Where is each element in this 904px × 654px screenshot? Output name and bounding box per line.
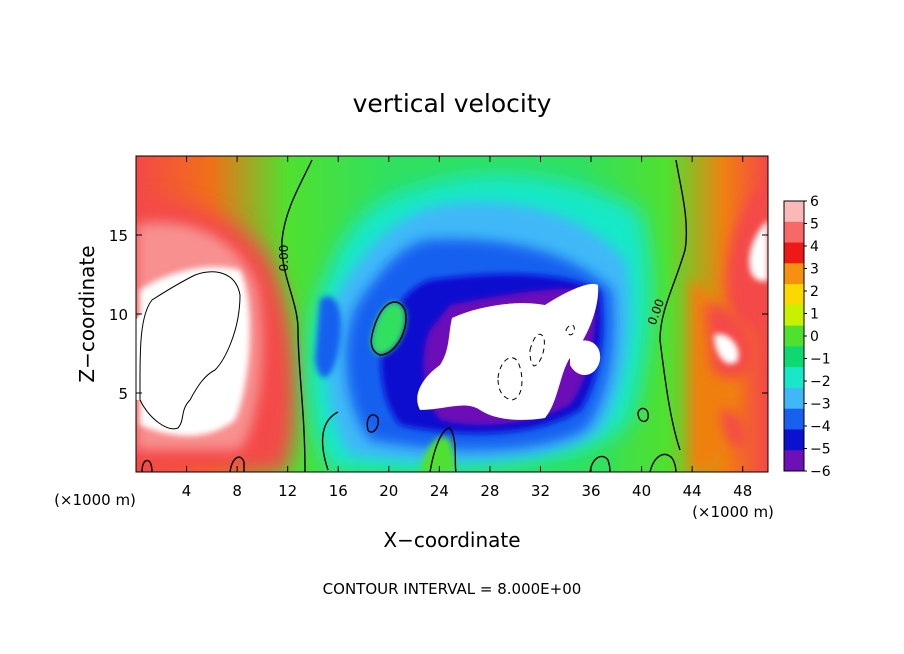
- x-tick-label: 44: [683, 482, 702, 500]
- colorbar-tick-label: 1: [810, 307, 819, 323]
- colorbar-tick-label: 3: [810, 262, 819, 278]
- colorbar-tick-label: 6: [810, 194, 819, 210]
- colorbar-swatch: [784, 304, 804, 327]
- colorbar-swatch: [784, 450, 804, 472]
- colorbar-swatch: [784, 408, 804, 430]
- colorbar: 6 5 4 3 2 1 0 −1 −2 −3 −4 −5 −6: [783, 194, 831, 480]
- colorbar-swatch: [784, 367, 804, 389]
- colorbar-tick-label: −5: [810, 442, 831, 458]
- y-tick-label: 10: [109, 306, 128, 324]
- contour-label-left: 0.00: [277, 245, 291, 272]
- downdraft-region: [307, 174, 651, 471]
- colorbar-swatch: [784, 325, 804, 347]
- x-tick-label: 24: [430, 482, 449, 500]
- y-tick-label: 5: [118, 385, 128, 403]
- colorbar-tick-label: 2: [810, 284, 819, 300]
- colorbar-swatch: [784, 242, 804, 264]
- x-tick-label: 8: [232, 482, 242, 500]
- colorbar-swatch: [784, 284, 804, 306]
- x-tick-label: 32: [531, 482, 550, 500]
- bottom-pockets: [420, 436, 615, 472]
- colorbar-tick-label: −2: [810, 374, 831, 390]
- y-tick-label: 15: [109, 227, 128, 245]
- heatmap-field: 0.00 0.00: [136, 156, 768, 472]
- chart-title: vertical velocity: [353, 89, 552, 118]
- contour-lines: [139, 159, 688, 472]
- x-axis-unit-right: (×1000 m): [692, 503, 774, 521]
- contour-interval-label: CONTOUR INTERVAL = 8.000E+00: [323, 580, 582, 598]
- colorbar-tick-label: 0: [810, 329, 819, 345]
- colorbar-tick-label: −4: [810, 419, 831, 435]
- colorbar-tick-label: 5: [810, 217, 819, 233]
- left-updraft-region: [136, 199, 297, 472]
- x-tick-label: 20: [379, 482, 398, 500]
- colorbar-swatch: [784, 387, 804, 410]
- y-axis-title: Z−coordinate: [75, 245, 99, 382]
- x-tick-label: 16: [329, 482, 348, 500]
- colorbar-tick-label: 4: [810, 239, 819, 255]
- right-updraft-region: [690, 180, 768, 472]
- x-tick-label: 48: [733, 482, 752, 500]
- x-tick-label: 28: [480, 482, 499, 500]
- y-axis-ticks: 5 10 15: [109, 227, 768, 403]
- colorbar-tick-label: −3: [810, 397, 831, 413]
- colorbar-swatch: [784, 221, 804, 244]
- x-tick-label: 4: [182, 482, 192, 500]
- x-tick-label: 36: [581, 482, 600, 500]
- colorbar-tick-label: −6: [810, 464, 831, 480]
- x-axis-title: X−coordinate: [383, 528, 520, 552]
- dashed-contours: [497, 324, 575, 401]
- colorbar-swatch: [784, 201, 804, 223]
- colorbar-swatch: [784, 429, 804, 451]
- colorbar-tick-label: −1: [810, 352, 831, 368]
- x-axis-ticks: 4 8 12 16 20 24 28 32 36 40 44 48: [182, 156, 752, 500]
- colorbar-swatch: [784, 346, 804, 368]
- x-tick-label: 12: [278, 482, 297, 500]
- x-axis-unit-left: (×1000 m): [54, 491, 136, 509]
- colorbar-swatch: [784, 263, 804, 285]
- x-tick-label: 40: [632, 482, 651, 500]
